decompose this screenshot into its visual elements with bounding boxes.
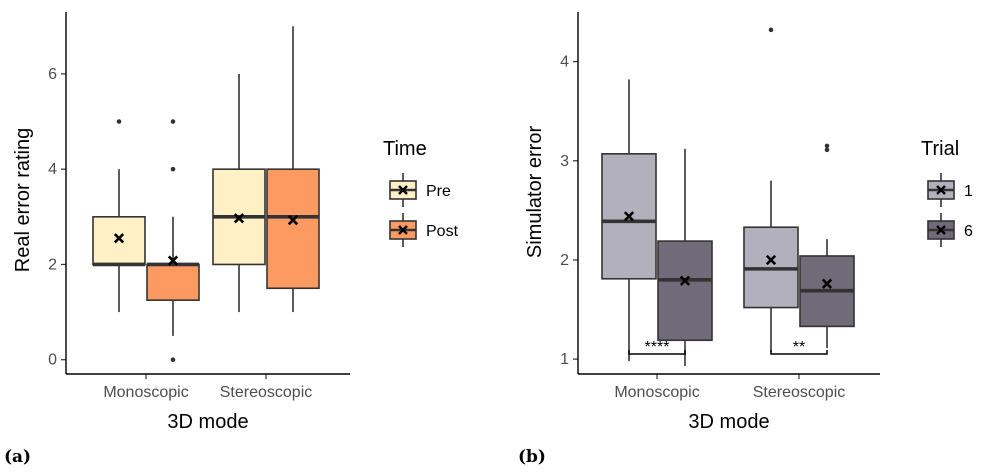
panel-a-monoscopic-pre-outlier-1: [116, 119, 122, 124]
panel-b-stereoscopic-6-mean-marker: [821, 278, 833, 289]
panel-b-stereoscopic-1-mean-stroke-2: [765, 254, 777, 266]
panel-a-stereoscopic-post-mean-marker: [287, 215, 299, 226]
panel-a-monoscopic-pre-box: [92, 119, 146, 313]
panel-b-monoscopic-1-mean-marker: [623, 211, 635, 222]
panel-a-y-tick-label-0: 0: [48, 352, 57, 369]
panel-a-legend-pre-key-mean-marker: [398, 185, 408, 195]
panel-a-x-axis-title: 3D mode: [167, 411, 248, 433]
panel-a-monoscopic-post-iqr-box: [146, 263, 200, 301]
panel-b-stereoscopic-6-outlier-1: [824, 147, 830, 153]
panel-b-legend-6-key-mean-marker: [936, 225, 946, 235]
panel-a-caption: (a): [4, 447, 32, 467]
panel-b-legend-6-label: 6: [964, 223, 973, 240]
panel-b-stereoscopic-1-outlier-1: [768, 27, 774, 33]
panel-a-legend-post-key-mean-stroke-2: [398, 225, 408, 235]
panel-a-x-tick-label-stereoscopic: Stereoscopic: [220, 384, 313, 401]
panel-b-monoscopic-6-box: [657, 148, 713, 367]
panel-b-caption: (b): [518, 447, 546, 467]
panel-a-monoscopic-pre-mean-stroke-2: [113, 233, 125, 244]
panel-b-legend-title: Trial: [921, 138, 959, 160]
panel-a-monoscopic-post-outlier-3: [170, 119, 176, 124]
panel-b-x-tick-label-stereoscopic: Stereoscopic: [753, 384, 846, 401]
panel-b-stereoscopic-significance-bracket: [770, 350, 828, 355]
panel-b-legend-6-key: [927, 213, 955, 247]
panel-a-real-error-chart: 0 2 4 6 Monoscopic Stereoscopic 3D mode Real …: [12, 12, 459, 433]
panel-b-monoscopic-1-mean-stroke-2: [623, 211, 635, 222]
panel-a-legend-title: Time: [383, 138, 427, 160]
panel-a-stereoscopic-pre-mean-stroke-2: [233, 213, 245, 224]
panel-a-monoscopic-post-mean-stroke-2: [167, 255, 179, 266]
panel-a-y-tick-label-4: 4: [48, 161, 57, 178]
panel-a-x-tick-label-monoscopic: Monoscopic: [103, 384, 188, 401]
panel-b-monoscopic-1-box: [601, 79, 657, 362]
panel-a-stereoscopic-post-iqr-box: [266, 168, 320, 290]
panel-a-legend-post-key-mean-marker: [398, 225, 408, 235]
panel-a-monoscopic-post-outlier-2: [170, 166, 176, 172]
panel-b-legend-6-key-mean-stroke-2: [936, 225, 946, 235]
panel-b-stereoscopic-significance-label: **: [793, 339, 805, 356]
panel-b-legend-1-label: 1: [964, 183, 973, 200]
panel-b-stereoscopic-6-box: [799, 143, 855, 349]
panel-b-stereoscopic-6-mean-stroke-2: [821, 278, 833, 289]
panel-b-legend-1-key-mean-marker: [936, 185, 946, 195]
panel-b-legend-1-key-mean-stroke-2: [936, 185, 946, 195]
panel-a-stereoscopic-post-mean-stroke-2: [287, 215, 299, 226]
panel-a-monoscopic-post-mean-marker: [167, 255, 179, 266]
panel-a-y-tick-label-2: 2: [48, 256, 57, 273]
panel-b-monoscopic-significance-label: ****: [645, 339, 670, 356]
panel-b-y-axis-title: Simulator error: [524, 126, 546, 259]
panel-b-y-tick-label-4: 4: [560, 54, 569, 71]
panel-b-stereoscopic-1-mean-marker: [765, 254, 777, 266]
panel-b-stereoscopic-1-box: [743, 27, 799, 353]
panel-b-x-axis-title: 3D mode: [688, 411, 769, 433]
panel-b-monoscopic-6-iqr-box: [657, 240, 713, 342]
panel-a-monoscopic-post-box: [146, 119, 200, 363]
panel-b-legend-1-key: [927, 173, 955, 207]
panel-a-y-axis-title: Real error rating: [12, 128, 34, 273]
panel-a-legend-post-label: Post: [426, 223, 459, 240]
panel-a-stereoscopic-pre-mean-marker: [233, 213, 245, 224]
panel-a-stereoscopic-pre-box: [212, 73, 266, 313]
panel-b-monoscopic-significance-bracket: [628, 350, 686, 355]
panel-a-stereoscopic-post-box: [266, 26, 320, 313]
panel-b-y-tick-label-2: 2: [560, 252, 569, 269]
panel-b-stereoscopic-6-outlier-2: [824, 143, 830, 149]
panel-b-y-tick-label-3: 3: [560, 153, 569, 170]
panel-a-legend-pre-key-mean-stroke-2: [398, 185, 408, 195]
panel-b-monoscopic-6-mean-marker: [679, 275, 691, 286]
panel-a-monoscopic-pre-iqr-box: [92, 216, 146, 266]
panel-b-x-tick-label-monoscopic: Monoscopic: [614, 384, 699, 401]
panel-a-legend-post-key: [389, 213, 417, 247]
panel-a-y-tick-label-6: 6: [48, 66, 57, 83]
panel-a-monoscopic-pre-mean-marker: [113, 233, 125, 244]
panel-a-legend-pre-key: [389, 173, 417, 207]
panel-b-y-tick-label-1: 1: [560, 351, 569, 368]
panel-a-legend-pre-label: Pre: [426, 183, 451, 200]
panel-b-monoscopic-6-mean-stroke-2: [679, 275, 691, 286]
panel-a-monoscopic-post-outlier-1: [170, 357, 176, 363]
